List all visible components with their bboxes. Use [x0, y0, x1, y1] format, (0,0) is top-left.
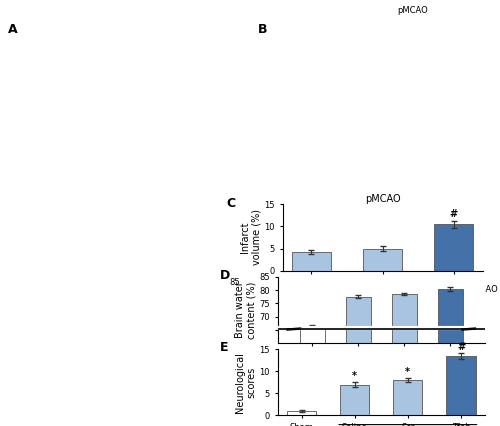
- Text: C: C: [226, 196, 235, 210]
- Y-axis label: Infarct
volume (%): Infarct volume (%): [240, 210, 262, 265]
- Text: pMCAO: pMCAO: [397, 6, 428, 15]
- Text: *: *: [352, 371, 357, 380]
- Text: A: A: [8, 23, 18, 36]
- Bar: [392, 294, 417, 426]
- Bar: [363, 248, 402, 271]
- Text: 85: 85: [230, 278, 240, 287]
- Text: *: *: [406, 367, 410, 377]
- Bar: [393, 380, 422, 415]
- Text: #: #: [457, 342, 465, 351]
- Bar: [340, 385, 370, 415]
- Text: D: D: [220, 269, 230, 282]
- Bar: [292, 252, 331, 271]
- Bar: [287, 411, 316, 415]
- Y-axis label: Brain water
content (%): Brain water content (%): [235, 281, 256, 339]
- Text: #: #: [450, 210, 458, 219]
- Bar: [300, 326, 325, 426]
- Text: B: B: [258, 23, 267, 36]
- Bar: [434, 224, 474, 271]
- Text: pMCAO: pMCAO: [467, 285, 498, 294]
- Bar: [446, 356, 476, 415]
- Text: E: E: [220, 341, 228, 354]
- Bar: [346, 296, 371, 426]
- Y-axis label: Neurological
scores: Neurological scores: [235, 352, 256, 413]
- Bar: [438, 289, 463, 426]
- Title: pMCAO: pMCAO: [364, 194, 400, 204]
